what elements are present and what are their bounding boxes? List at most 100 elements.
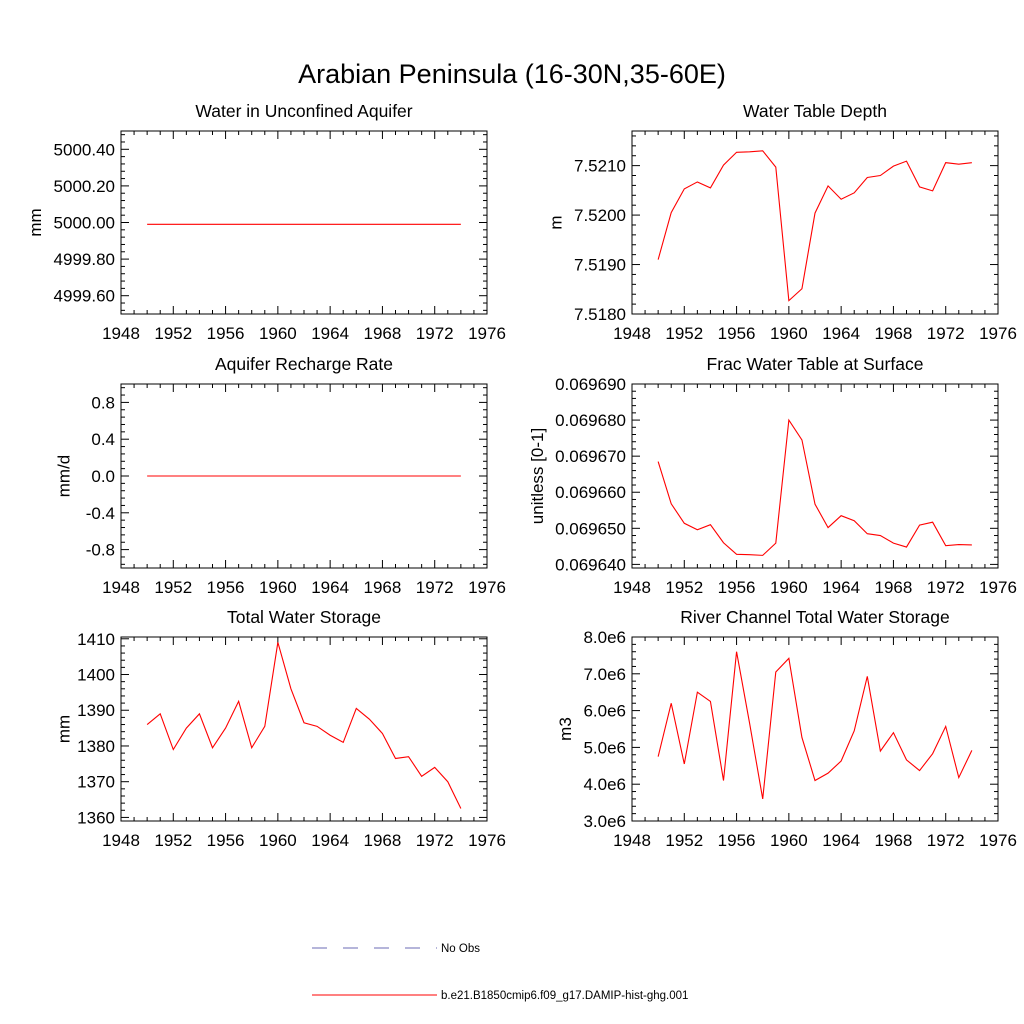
y-axis-label: m3: [556, 717, 575, 741]
x-tick-label: 1952: [665, 578, 703, 597]
chart-title: Water in Unconfined Aquifer: [195, 101, 412, 121]
y-tick-label: 1360: [77, 808, 115, 827]
series-line: [657, 418, 972, 556]
x-tick-label: 1948: [102, 831, 140, 850]
y-tick-label: 6.0e6: [583, 702, 626, 721]
x-tick-label: 1968: [364, 831, 402, 850]
x-tick-label: 1948: [613, 578, 651, 597]
x-tick-label: 1956: [718, 578, 756, 597]
x-tick-label: 1968: [364, 324, 402, 343]
x-tick-label: 1964: [822, 324, 860, 343]
y-tick-label: 0.069640: [555, 555, 626, 574]
x-tick-label: 1960: [770, 578, 808, 597]
plot-frame: [631, 130, 999, 315]
y-tick-label: 5000.20: [54, 177, 115, 196]
x-tick-label: 1956: [207, 831, 245, 850]
plot-frame: [120, 130, 488, 315]
x-tick-label: 1948: [613, 324, 651, 343]
x-tick-label: 1956: [207, 324, 245, 343]
chart-river-channel-total-water-storage: River Channel Total Water Storage 1948 195…: [556, 607, 1017, 850]
x-tick-label: 1956: [718, 831, 756, 850]
y-tick-label: 8.0e6: [583, 628, 626, 647]
chart-total-water-storage: Total Water Storage 1948 1952 1956 1960 1964 1…: [54, 607, 506, 850]
y-tick-label: 1400: [77, 666, 115, 685]
x-tick-label: 1976: [979, 578, 1017, 597]
chart-title: Aquifer Recharge Rate: [215, 354, 393, 374]
x-tick-label: 1964: [822, 831, 860, 850]
y-tick-label: 4.0e6: [583, 775, 626, 794]
y-tick-label: 1380: [77, 737, 115, 756]
x-tick-label: 1960: [770, 831, 808, 850]
y-tick-label: 4999.80: [54, 250, 115, 269]
chart-water-table-depth: Water Table Depth 1948 1952 1956 1960 1964 196…: [547, 101, 1017, 343]
x-tick-label: 1972: [416, 831, 454, 850]
series-line: [657, 651, 973, 800]
x-tick-label: 1956: [207, 578, 245, 597]
x-tick-label: 1972: [927, 324, 965, 343]
x-tick-label: 1964: [311, 578, 349, 597]
chart-title: Total Water Storage: [227, 607, 381, 627]
plot-frame: [631, 636, 999, 822]
y-tick-label: 0.0: [91, 467, 115, 486]
x-tick-label: 1976: [979, 831, 1017, 850]
x-tick-label: 1972: [416, 578, 454, 597]
x-tick-label: 1952: [665, 324, 703, 343]
x-tick-label: 1948: [102, 578, 140, 597]
y-tick-label: 0.069670: [555, 447, 626, 466]
x-tick-label: 1964: [311, 324, 349, 343]
chart-panels: Water in Unconfined Aquifer 1948 1952 1956 1…: [26, 101, 1017, 850]
x-tick-label: 1968: [364, 578, 402, 597]
x-tick-label: 1960: [259, 578, 297, 597]
x-tick-label: 1948: [613, 831, 651, 850]
x-tick-label: 1976: [468, 578, 506, 597]
y-tick-label: 0.069690: [555, 375, 626, 394]
y-axis-label: mm/d: [54, 455, 73, 498]
x-tick-label: 1960: [770, 324, 808, 343]
x-tick-label: 1952: [154, 831, 192, 850]
x-tick-label: 1952: [154, 578, 192, 597]
x-tick-label: 1952: [154, 324, 192, 343]
y-tick-label: 0.069650: [555, 519, 626, 538]
x-tick-label: 1968: [875, 324, 913, 343]
y-tick-label: 4999.60: [54, 287, 115, 306]
x-tick-label: 1976: [468, 324, 506, 343]
x-tick-label: 1960: [259, 324, 297, 343]
y-axis-label: m: [547, 215, 566, 229]
legend: No Obs b.e21.B1850cmip6.f09_g17.DAMIP-hi…: [312, 943, 688, 1002]
plot-frame: [120, 636, 488, 822]
y-tick-label: 1390: [77, 701, 115, 720]
y-tick-label: 5000.40: [54, 140, 115, 159]
chart-title: River Channel Total Water Storage: [680, 607, 949, 627]
y-tick-label: 7.0e6: [583, 665, 626, 684]
y-tick-label: 7.5180: [574, 305, 626, 324]
y-tick-label: 0.4: [91, 430, 115, 449]
chart-water-in-unconfined-aquifer: Water in Unconfined Aquifer 1948 1952 1956 1…: [26, 101, 506, 343]
x-tick-label: 1972: [927, 578, 965, 597]
y-tick-label: 1370: [77, 773, 115, 792]
y-tick-label: 0.8: [91, 393, 115, 412]
y-tick-label: 7.5200: [574, 206, 626, 225]
chart-title: Water Table Depth: [743, 101, 887, 121]
x-tick-label: 1976: [979, 324, 1017, 343]
series-line: [657, 150, 972, 302]
x-tick-label: 1968: [875, 578, 913, 597]
x-tick-label: 1972: [416, 324, 454, 343]
x-tick-label: 1964: [311, 831, 349, 850]
y-axis-label: unitless [0-1]: [528, 428, 547, 524]
x-tick-label: 1952: [665, 831, 703, 850]
y-tick-label: 5.0e6: [583, 738, 626, 757]
x-tick-label: 1972: [927, 831, 965, 850]
x-tick-label: 1956: [718, 324, 756, 343]
y-tick-label: 0.069660: [555, 483, 626, 502]
y-tick-label: 5000.00: [54, 214, 115, 233]
y-tick-label: 1410: [77, 630, 115, 649]
chart-title: Frac Water Table at Surface: [707, 354, 924, 374]
x-tick-label: 1968: [875, 831, 913, 850]
legend-label-no-obs: No Obs: [441, 943, 480, 955]
legend-label-model: b.e21.B1850cmip6.f09_g17.DAMIP-hist-ghg.…: [441, 990, 688, 1002]
y-tick-label: 0.069680: [555, 411, 626, 430]
y-tick-label: -0.4: [86, 504, 115, 523]
x-tick-label: 1976: [468, 831, 506, 850]
series-line: [146, 642, 462, 809]
chart-frac-water-table-at-surface: Frac Water Table at Surface 1948 1952 1956 1…: [528, 354, 1017, 597]
